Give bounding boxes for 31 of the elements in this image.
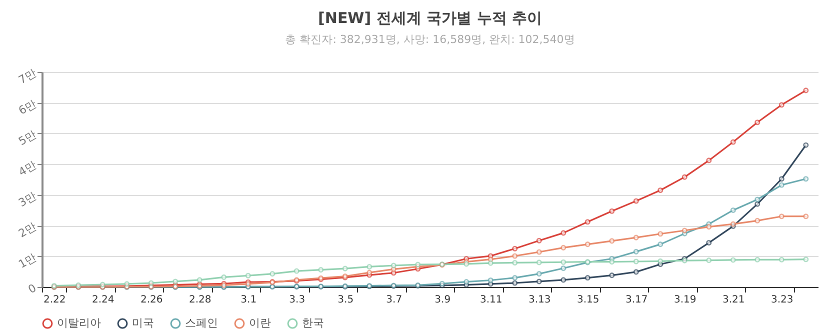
x-tick-label: 3.3 — [289, 294, 306, 306]
x-tick-label: 3.5 — [338, 294, 354, 306]
y-tick-label: 2만 — [16, 220, 38, 240]
y-tick-label: 3만 — [16, 189, 38, 210]
chart-subtitle: 총 확진자: 382,931명, 사망: 16,589명, 완치: 102,540명 — [285, 32, 575, 46]
x-tick-label: 2.26 — [140, 294, 163, 306]
legend-label: 이란 — [249, 316, 271, 330]
y-tick-label: 1만 — [16, 250, 38, 271]
x-tick-label: 3.17 — [625, 294, 648, 306]
x-tick-label: 3.7 — [386, 294, 402, 306]
legend-label: 한국 — [302, 316, 324, 330]
legend-label: 미국 — [132, 316, 154, 330]
x-tick-label: 3.1 — [240, 294, 257, 306]
y-tick-label: 7만 — [16, 66, 38, 87]
y-tick-label: 5만 — [16, 128, 38, 148]
y-tick-label: 4만 — [16, 158, 38, 179]
x-tick-label: 3.23 — [770, 294, 794, 306]
y-tick-label: 6만 — [16, 97, 38, 118]
x-tick-label: 3.21 — [722, 294, 745, 306]
legend-label: 이탈리아 — [57, 316, 101, 330]
x-tick-label: 3.13 — [528, 294, 551, 306]
x-tick-label: 3.9 — [434, 294, 451, 306]
legend-label: 스페인 — [185, 316, 218, 330]
x-tick-label: 3.11 — [480, 294, 502, 306]
x-tick-label: 3.19 — [674, 294, 696, 306]
x-tick-label: 3.15 — [576, 294, 600, 306]
x-tick-label: 2.28 — [188, 294, 212, 306]
y-tick-label: 0 — [26, 281, 38, 296]
chart-title: [NEW] 전세계 국가별 누적 추이 — [318, 8, 542, 27]
x-tick-label: 2.22 — [43, 294, 66, 306]
x-tick-label: 2.24 — [92, 294, 114, 306]
